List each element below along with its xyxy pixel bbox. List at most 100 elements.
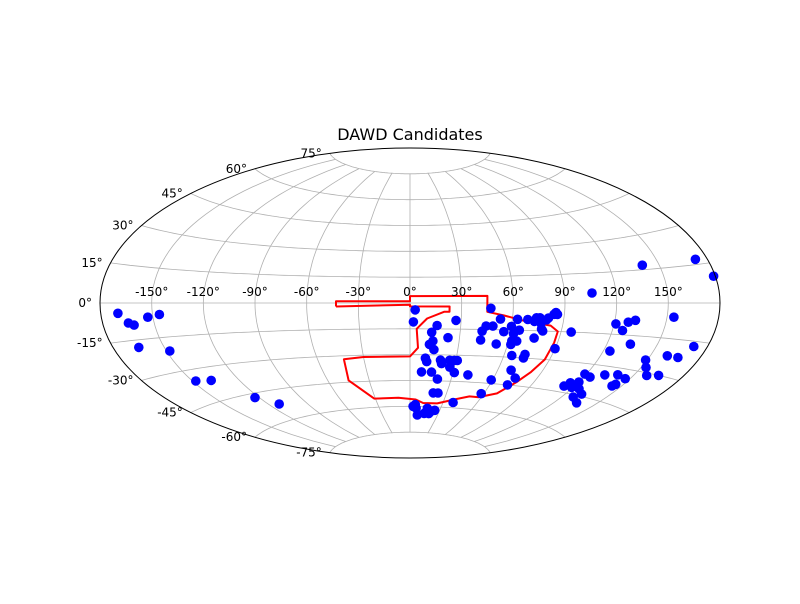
candidate-point xyxy=(486,303,496,314)
candidate-points xyxy=(113,254,719,420)
x-tick-label: 120° xyxy=(602,285,631,299)
candidate-point xyxy=(408,317,419,327)
candidate-point xyxy=(580,369,590,379)
candidate-point xyxy=(605,346,615,356)
parallel-line xyxy=(329,153,491,175)
candidate-point xyxy=(491,339,502,349)
candidate-point xyxy=(653,370,664,381)
y-tick-label: 60° xyxy=(226,162,247,176)
candidate-point xyxy=(511,336,522,346)
x-tick-label: 30° xyxy=(451,285,472,299)
candidate-point xyxy=(495,314,506,324)
candidate-point xyxy=(433,388,443,398)
candidate-point xyxy=(689,341,699,352)
x-tick-label: -150° xyxy=(135,285,168,299)
candidate-point xyxy=(154,309,165,320)
candidate-point xyxy=(506,321,517,332)
candidate-point xyxy=(481,321,491,331)
candidate-point xyxy=(410,305,421,315)
x-tick-label: -120° xyxy=(187,285,220,299)
candidate-point xyxy=(641,362,651,373)
x-tick-label: -90° xyxy=(242,285,268,299)
y-tick-label: 15° xyxy=(81,256,102,270)
candidate-point xyxy=(452,355,463,366)
candidate-point xyxy=(587,288,597,298)
parallel-line xyxy=(141,354,679,381)
candidate-point xyxy=(630,315,641,326)
candidate-point xyxy=(432,374,443,384)
candidate-point xyxy=(600,370,610,380)
candidate-point xyxy=(537,326,548,336)
parallel-line xyxy=(254,168,566,201)
candidate-point xyxy=(165,346,175,356)
x-tick-label: 90° xyxy=(554,285,575,299)
candidate-point xyxy=(432,320,442,331)
candidate-point xyxy=(143,312,153,323)
candidate-point xyxy=(488,321,498,331)
candidate-point xyxy=(428,336,438,346)
candidate-point xyxy=(274,399,285,409)
candidate-point xyxy=(510,373,520,383)
y-tick-label: 0° xyxy=(78,296,92,310)
candidate-point xyxy=(476,388,487,399)
candidate-point xyxy=(463,370,473,380)
candidate-point xyxy=(486,375,497,385)
candidate-point xyxy=(449,367,460,378)
candidate-point xyxy=(673,352,683,363)
projection-boundary xyxy=(99,147,721,459)
y-tick-label: 30° xyxy=(112,219,133,233)
x-tick-label: 0° xyxy=(403,285,417,299)
plot-frame xyxy=(99,147,721,459)
candidate-point xyxy=(426,367,437,377)
parallel-line xyxy=(329,431,491,453)
candidate-point xyxy=(620,373,630,384)
y-tick-label: -30° xyxy=(108,374,134,388)
x-tick-label: 150° xyxy=(654,285,683,299)
candidate-point xyxy=(617,325,628,336)
latitude-tick-labels: -75° -60° -45° -30° -15° 0° 15° 30° 45° 60° 75° xyxy=(77,146,322,459)
parallel-line xyxy=(110,328,710,344)
x-tick-label: 60° xyxy=(503,285,524,299)
candidate-point xyxy=(518,353,529,363)
candidate-point xyxy=(571,398,582,408)
candidate-point xyxy=(502,380,513,390)
candidate-point xyxy=(613,370,623,380)
candidate-point xyxy=(506,365,516,376)
x-tick-label: -60° xyxy=(294,285,320,299)
candidate-point xyxy=(623,317,634,328)
y-tick-label: -45° xyxy=(157,406,183,420)
candidate-point xyxy=(641,370,652,381)
candidate-point xyxy=(436,358,447,369)
chart-title: DAWD Candidates xyxy=(337,125,482,144)
candidate-point xyxy=(421,356,432,367)
longitude-tick-labels: -150° -120° -90° -60° -30° 0° 30° 60° 90° 120° 150… xyxy=(135,285,683,299)
candidate-point xyxy=(134,342,144,353)
y-tick-label: -75° xyxy=(296,446,322,460)
candidate-point xyxy=(669,312,679,323)
y-tick-label: -15° xyxy=(77,336,103,350)
parallel-line xyxy=(110,262,710,278)
candidate-point xyxy=(529,333,539,343)
candidate-point xyxy=(448,397,458,408)
candidate-point xyxy=(550,343,560,354)
candidate-point xyxy=(206,375,216,386)
candidate-point xyxy=(551,307,561,318)
candidate-point xyxy=(576,389,587,399)
candidate-point xyxy=(507,350,517,361)
candidate-point xyxy=(625,339,636,350)
candidate-point xyxy=(499,326,509,337)
candidate-point xyxy=(426,327,437,338)
candidate-point xyxy=(512,314,523,325)
y-tick-label: 75° xyxy=(301,146,322,160)
candidate-point xyxy=(566,327,576,337)
candidate-point xyxy=(475,335,486,345)
candidate-point xyxy=(250,392,260,403)
candidate-point xyxy=(514,325,525,336)
candidate-point xyxy=(129,320,139,330)
candidate-point xyxy=(690,254,701,265)
parallel-line xyxy=(190,193,630,226)
candidate-point xyxy=(451,315,461,326)
y-tick-label: 45° xyxy=(162,186,183,200)
